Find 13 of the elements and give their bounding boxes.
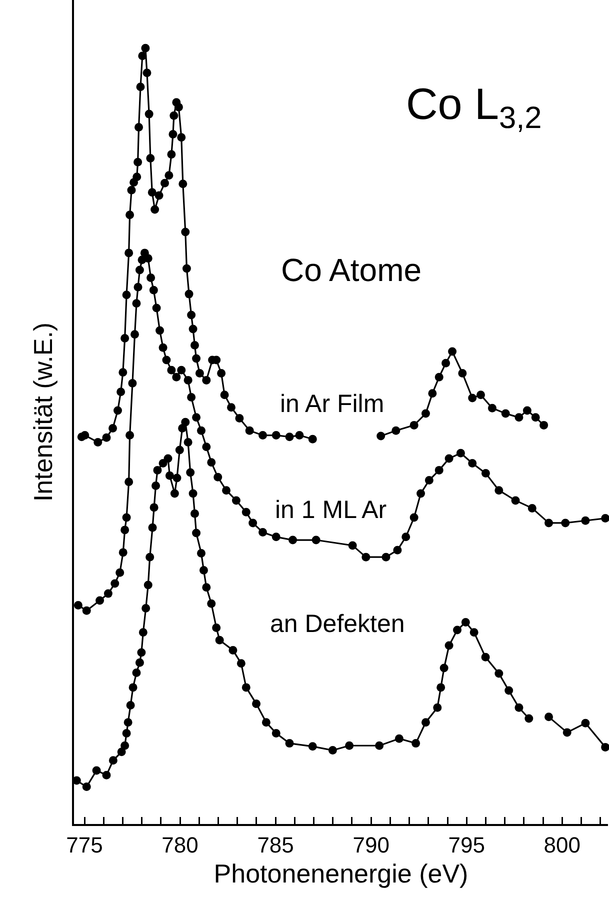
annotation: Co Atome [281,252,422,288]
x-tick-label: 795 [448,832,485,858]
series-label: in 1 ML Ar [275,496,387,524]
x-tick-label: 800 [544,832,581,858]
series-label: an Defekten [270,610,405,638]
y-axis-title: Intensität (w.E.) [28,322,58,502]
x-tick-label: 790 [352,832,390,858]
annotation: Co L$_{3,2}$ [406,80,542,136]
x-tick-label: 785 [257,832,294,858]
x-tick-label: 775 [66,832,103,858]
series-label: in Ar Film [280,390,384,418]
x-axis-title: Photonenenergie (eV) [214,858,468,889]
x-tick-label: 780 [162,832,198,858]
